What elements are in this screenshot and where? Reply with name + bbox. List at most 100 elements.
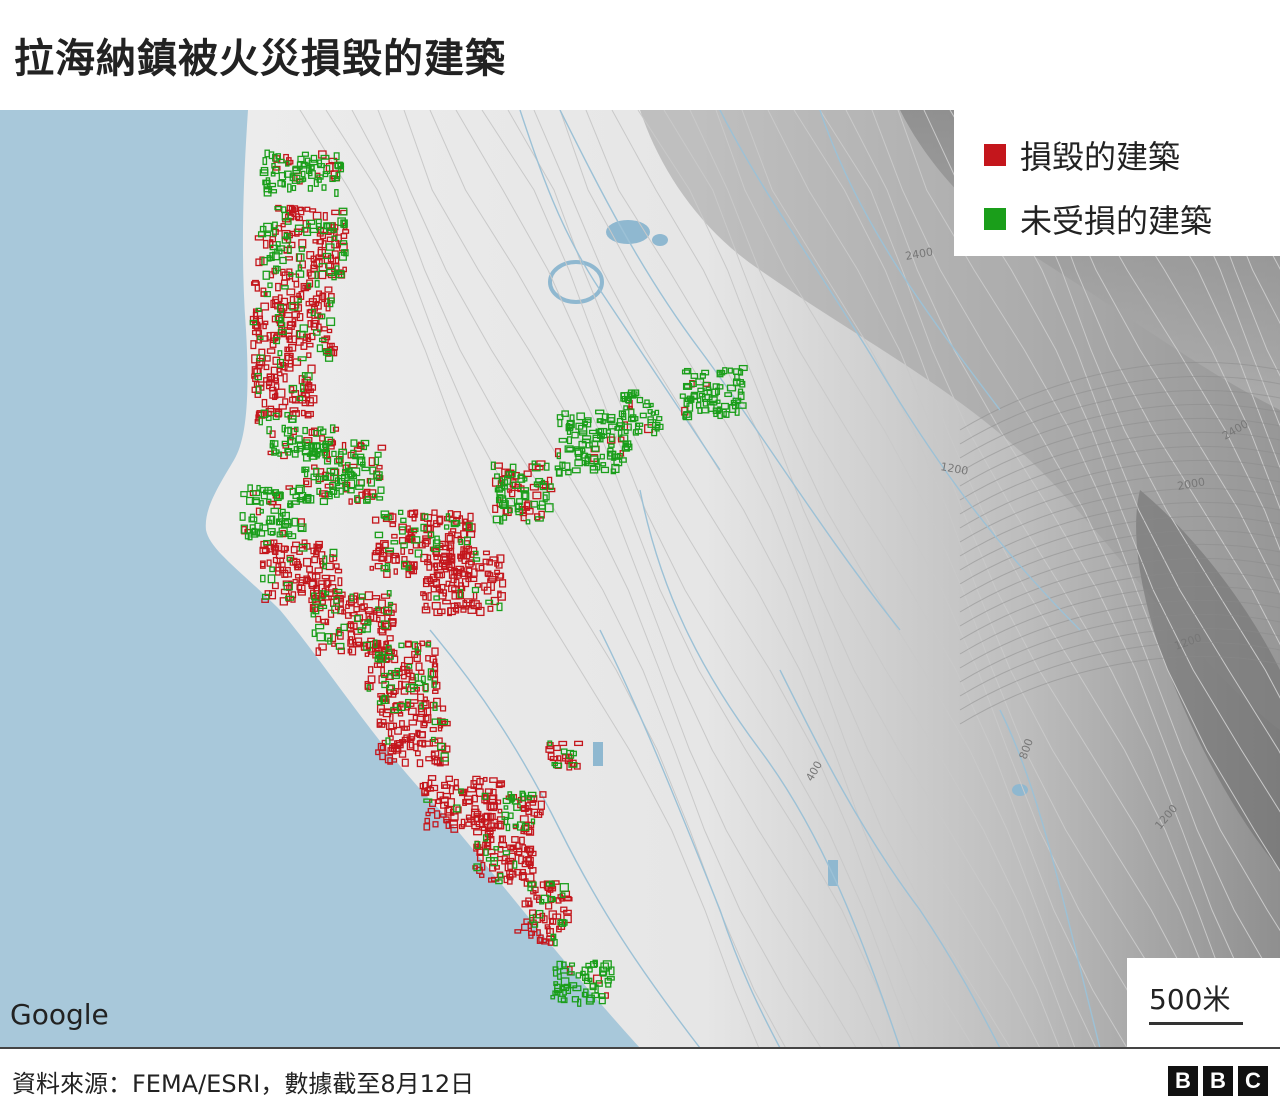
contour-label: 2000 [1176,475,1206,493]
streams [429,110,1101,1048]
undamaged-building [606,976,615,981]
undamaged-building [325,243,335,251]
undamaged-building [371,493,378,499]
undamaged-building [329,467,339,477]
damaged-building [508,852,516,861]
undamaged-building [278,527,288,536]
damaged-building [395,555,400,564]
damaged-building [305,333,311,340]
undamaged-building [733,368,742,376]
undamaged-building [356,456,366,466]
undamaged-building [246,496,255,505]
damaged-building [405,641,413,648]
damaged-building [260,302,270,311]
undamaged-building [531,921,539,928]
undamaged-building [738,364,748,372]
undamaged-building [259,225,267,233]
undamaged-building [566,971,575,976]
reservoir [652,234,668,246]
damaged-building [441,552,448,558]
undamaged-building [509,797,515,803]
undamaged-building [559,883,569,892]
damaged-building [423,823,431,831]
undamaged-building [321,449,329,456]
damaged-building [467,786,477,793]
undamaged-building [679,393,686,399]
undamaged-building [310,154,318,163]
undamaged-building [303,442,312,449]
undamaged-building [250,528,259,538]
undamaged-building [270,507,280,514]
logo-letter: C [1238,1066,1268,1096]
damaged-building [528,930,536,936]
undamaged-building [431,680,437,688]
undamaged-building [358,593,366,600]
damaged-building [617,436,625,443]
damaged-building [538,934,544,943]
contour-line [481,110,941,1048]
damaged-building [435,799,443,805]
undamaged-building [382,606,393,615]
undamaged-building [272,153,278,162]
undamaged-building [561,961,567,968]
stream [639,489,901,1048]
undamaged-building [483,848,489,856]
damaged-building [418,669,425,675]
damaged-building [355,496,361,504]
undamaged-building [515,502,523,511]
damaged-building [497,590,502,598]
undamaged-building [490,857,499,867]
damaged-building [288,241,296,249]
damaged-building [422,592,428,601]
undamaged-building [634,422,641,430]
contour-line [959,432,1280,501]
damaged-building [275,282,281,292]
damaged-building [270,366,279,375]
damaged-building [292,578,298,584]
damaged-building [280,268,286,276]
damaged-building [407,510,416,518]
undamaged-building [566,749,575,759]
contour-line [959,474,1280,543]
damaged-building [398,750,407,758]
map-area[interactable]: 400 800 1200 1200 1200 2000 2400 2400 [0,110,1280,1048]
damaged-building [514,868,522,876]
damaged-building [489,556,499,562]
undamaged-building [350,449,357,459]
undamaged-building [620,392,630,400]
damaged-building [276,371,283,377]
damaged-building [406,741,415,751]
undamaged-building [324,223,331,230]
damaged-building [455,806,462,814]
damaged-building [417,693,425,702]
undamaged-building [313,179,319,187]
undamaged-building [458,788,464,794]
undamaged-building [492,515,502,524]
undamaged-building [296,253,305,262]
damaged-building [269,236,277,243]
contour-line [975,110,1280,699]
damaged-building [461,558,468,565]
undamaged-building [380,620,390,629]
damaged-building [467,512,474,522]
undamaged-building [281,440,289,447]
damaged-building [337,577,343,587]
undamaged-building [551,761,558,767]
undamaged-building [495,879,503,885]
undamaged-building [380,696,386,704]
undamaged-building [561,462,571,472]
damaged-building [468,559,475,566]
damaged-building [391,533,398,539]
undamaged-building [465,522,473,531]
damaged-building [436,516,443,526]
footer-divider [0,1047,1280,1049]
undamaged-building [331,450,337,458]
undamaged-building [654,409,660,416]
scale-bar [1149,1022,1243,1025]
damaged-building [426,577,433,583]
undamaged-building [709,400,718,406]
undamaged-building [293,426,299,433]
undamaged-building [591,992,600,999]
damaged-building [348,646,357,656]
undamaged-building [512,860,518,869]
